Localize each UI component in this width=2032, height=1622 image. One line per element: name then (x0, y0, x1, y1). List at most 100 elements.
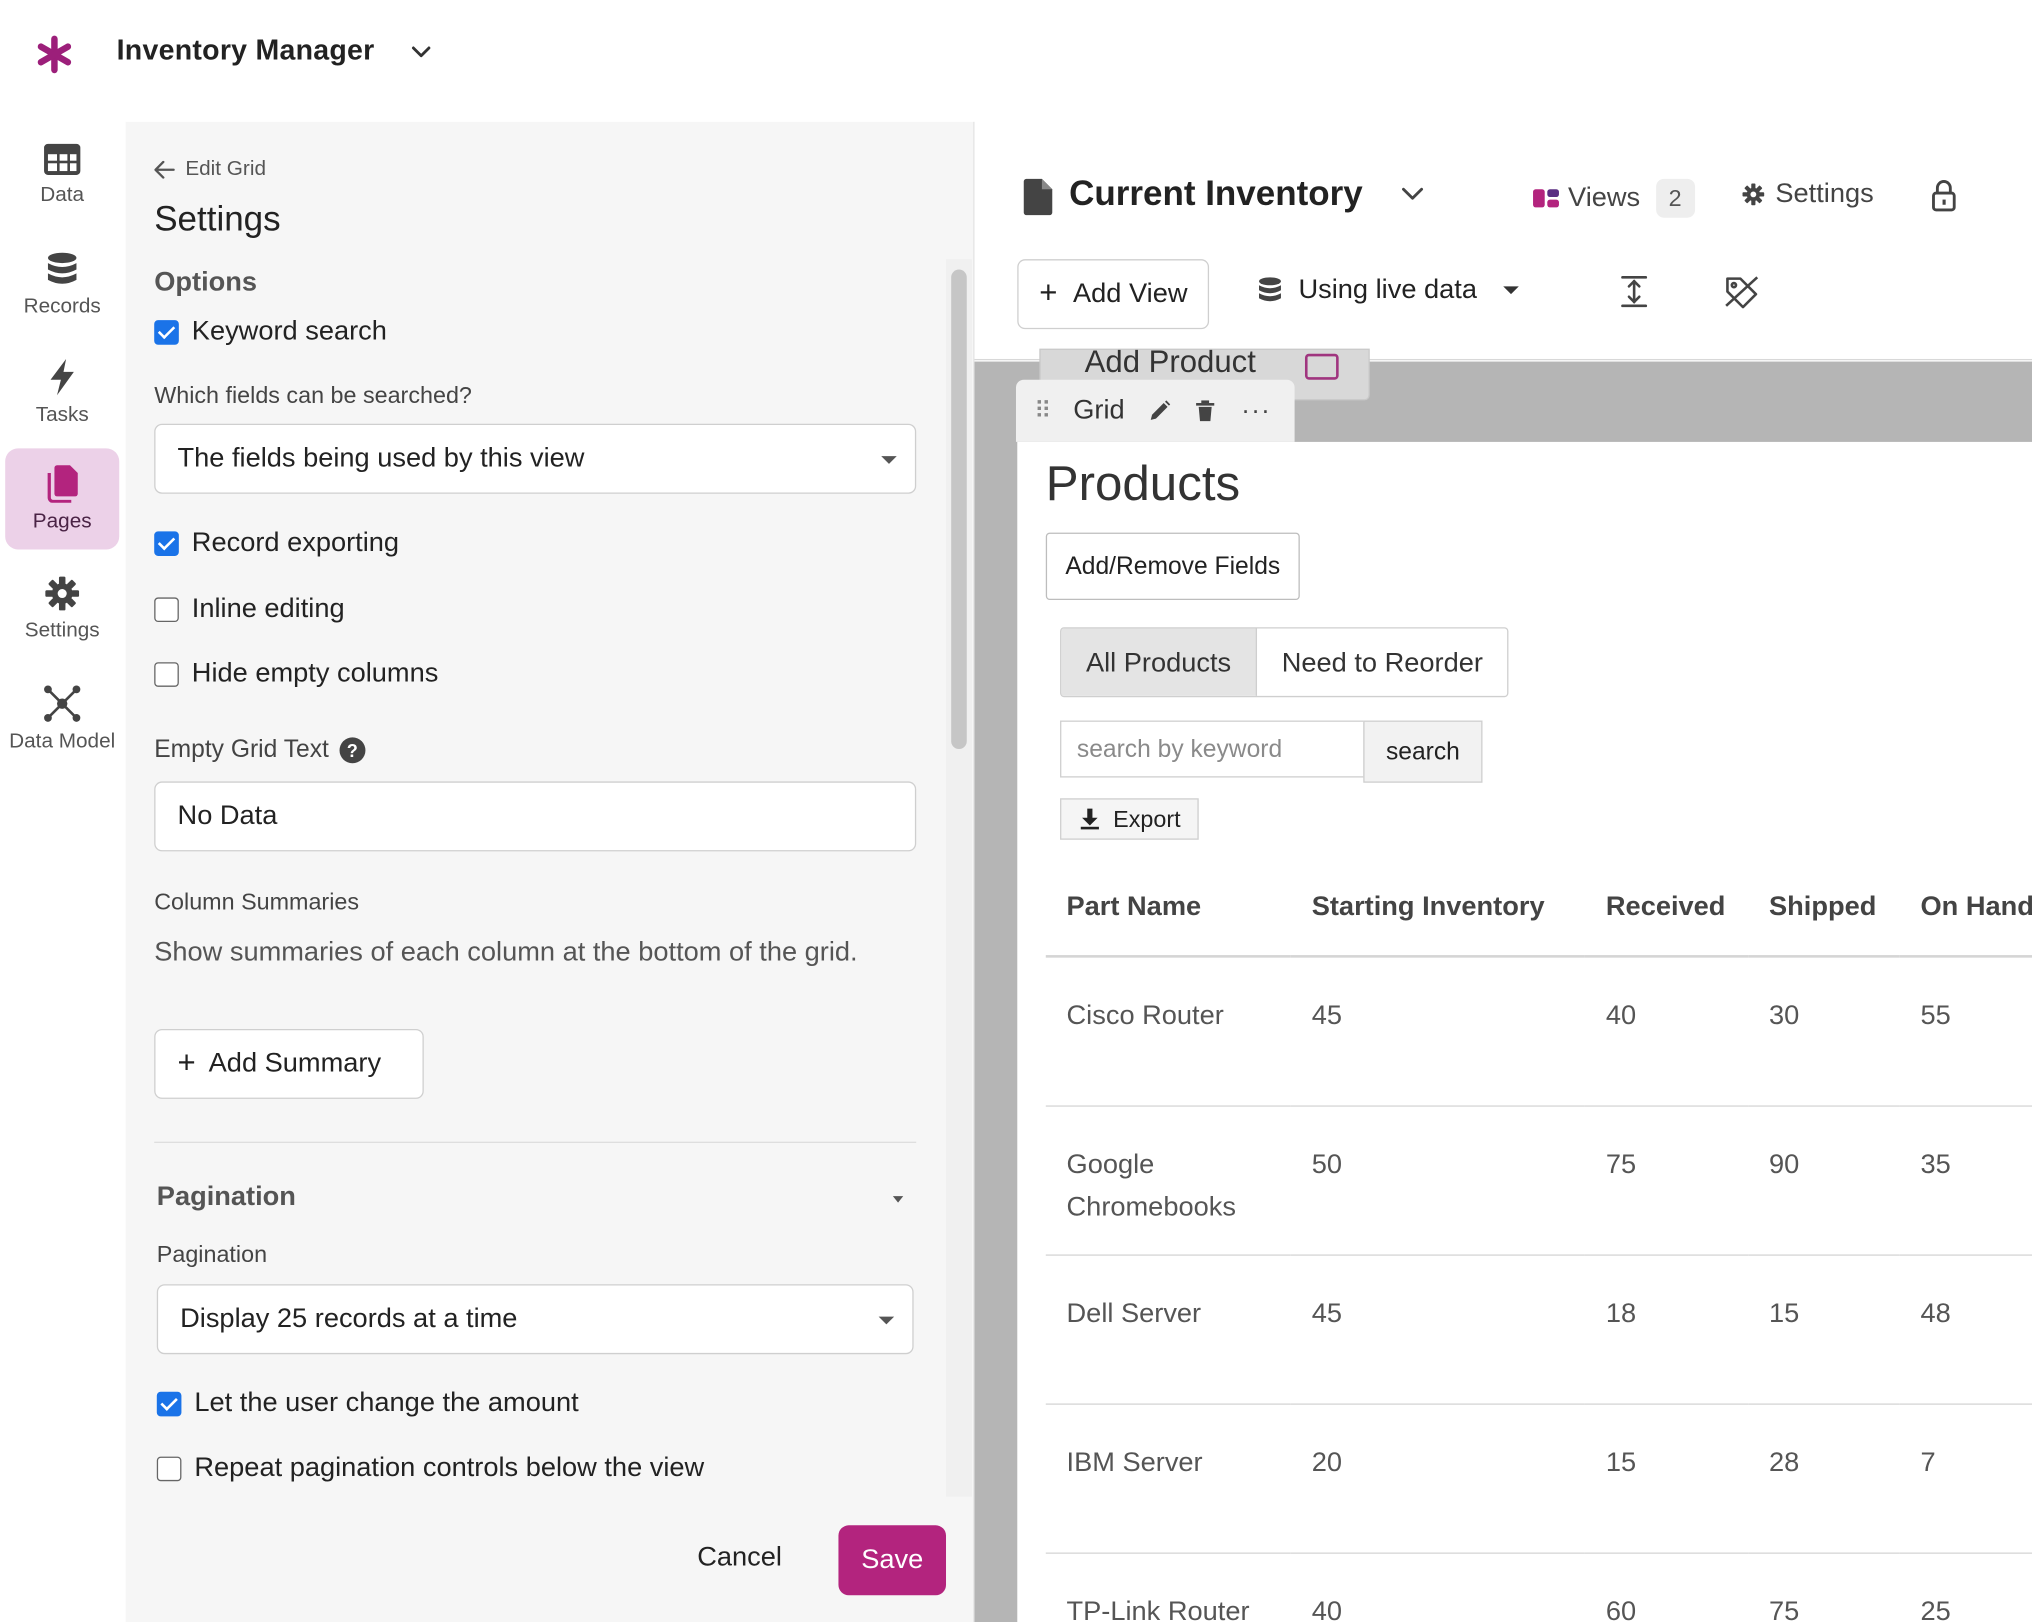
chevron-down-icon[interactable] (1400, 184, 1426, 205)
cell-shipped: 30 (1748, 956, 1900, 1107)
scrollbar-thumb[interactable] (951, 269, 967, 750)
keyword-search-input[interactable]: search by keyword (1060, 720, 1365, 778)
cell-on-hand: 55 (1899, 956, 2032, 1107)
page-settings-button[interactable]: Settings (1742, 179, 1874, 210)
cell-shipped: 75 (1748, 1552, 1900, 1622)
page-title[interactable]: Current Inventory (1069, 173, 1363, 213)
column-header-shipped[interactable]: Shipped (1748, 859, 1900, 958)
let-user-change-option[interactable]: Let the user change the amount (156, 1387, 579, 1419)
column-summaries-description: Show summaries of each column at the bot… (154, 936, 858, 967)
empty-grid-text-input[interactable]: No Data (154, 781, 917, 852)
trash-icon[interactable] (1195, 399, 1216, 422)
drag-handle-icon[interactable]: ⠿ (1034, 397, 1051, 424)
cell-received: 40 (1585, 956, 1749, 1107)
caret-down-icon (1502, 286, 1519, 295)
filter-tab-all-products[interactable]: All Products (1061, 628, 1258, 696)
grid-tab-label: Grid (1073, 395, 1125, 426)
rail-label: Data (40, 184, 85, 207)
searchable-fields-value: The fields being used by this view (177, 443, 585, 474)
caret-down-icon (881, 456, 897, 464)
views-label: Views (1568, 182, 1641, 213)
add-view-button[interactable]: + Add View (1017, 259, 1210, 330)
back-link[interactable]: Edit Grid (154, 158, 266, 181)
rail-item-data-model[interactable]: Data Model (5, 669, 119, 770)
expand-height-icon[interactable] (1620, 275, 1649, 309)
views-button[interactable]: Views 2 (1532, 178, 1695, 218)
add-summary-button[interactable]: + Add Summary (154, 1028, 424, 1099)
let-user-change-checkbox[interactable] (156, 1391, 182, 1416)
inline-editing-checkbox[interactable] (154, 596, 179, 622)
plus-icon: + (1039, 276, 1058, 312)
keyword-search-option[interactable]: Keyword search (154, 316, 387, 347)
cell-starting-inventory: 40 (1290, 1552, 1586, 1622)
repeat-pagination-option[interactable]: Repeat pagination controls below the vie… (156, 1452, 705, 1484)
column-header-starting-inventory[interactable]: Starting Inventory (1290, 859, 1586, 958)
pagination-section-title[interactable]: Pagination (156, 1181, 296, 1212)
live-data-dropdown[interactable]: Using live data (1257, 274, 1519, 306)
fields-label: Which fields can be searched? (154, 382, 472, 409)
cancel-button[interactable]: Cancel (697, 1542, 782, 1572)
save-button[interactable]: Save (838, 1525, 947, 1596)
rail-item-pages[interactable]: Pages (5, 448, 120, 550)
pencil-icon[interactable] (1148, 399, 1171, 422)
add-remove-fields-button[interactable]: Add/Remove Fields (1045, 532, 1300, 601)
record-exporting-option[interactable]: Record exporting (154, 527, 399, 558)
download-icon (1080, 808, 1099, 830)
cell-shipped: 90 (1748, 1105, 1900, 1256)
hide-empty-columns-option[interactable]: Hide empty columns (154, 658, 438, 689)
inline-editing-option[interactable]: Inline editing (154, 593, 345, 625)
main-area: Current Inventory Views 2 Settings + Add… (973, 121, 2032, 1622)
keyword-search-label: Keyword search (191, 316, 387, 347)
views-count-badge: 2 (1655, 178, 1695, 218)
divider (154, 1141, 917, 1143)
pagination-select[interactable]: Display 25 records at a time (156, 1284, 914, 1355)
settings-panel: Edit Grid Settings Options Keyword searc… (125, 121, 974, 1622)
column-header-part-name[interactable]: Part Name (1045, 859, 1291, 958)
search-button[interactable]: search (1363, 720, 1483, 783)
export-label: Export (1113, 805, 1181, 832)
repeat-pagination-label: Repeat pagination controls below the vie… (194, 1452, 705, 1483)
let-user-change-label: Let the user change the amount (194, 1387, 579, 1418)
rail-item-records[interactable]: Records (5, 236, 119, 337)
table-row[interactable]: TP-Link Router 40 60 75 25 (1045, 1552, 2032, 1622)
table-row[interactable]: Dell Server 45 18 15 48 (1045, 1254, 2032, 1405)
bolt-icon (50, 358, 74, 396)
filter-tab-need-to-reorder[interactable]: Need to Reorder (1281, 647, 1483, 678)
grid-view-tab[interactable]: ⠿ Grid ··· (1015, 379, 1295, 442)
table-header-row: Part Name Starting Inventory Received Sh… (1045, 859, 2032, 958)
export-button[interactable]: Export (1060, 798, 1199, 840)
live-data-label: Using live data (1298, 274, 1478, 305)
more-icon[interactable]: ··· (1241, 395, 1272, 425)
table-row[interactable]: Cisco Router 45 40 30 55 (1045, 956, 2032, 1107)
repeat-pagination-checkbox[interactable] (156, 1455, 182, 1481)
column-header-on-hand[interactable]: On Hand (1899, 859, 2032, 958)
cell-on-hand: 48 (1899, 1254, 2032, 1405)
rail-label: Data Model (9, 730, 116, 753)
app-title[interactable]: Inventory Manager (116, 33, 375, 67)
caret-down-icon[interactable] (892, 1196, 904, 1203)
table-row[interactable]: IBM Server 20 15 28 7 (1045, 1403, 2032, 1554)
pagination-label: Pagination (156, 1241, 268, 1268)
keyword-search-checkbox[interactable] (154, 319, 179, 345)
rail-item-settings[interactable]: Settings (5, 560, 119, 661)
chevron-down-icon[interactable] (408, 39, 434, 65)
cell-starting-inventory: 45 (1290, 1254, 1586, 1405)
cell-received: 75 (1585, 1105, 1749, 1256)
searchable-fields-select[interactable]: The fields being used by this view (154, 423, 917, 494)
rail-item-tasks[interactable]: Tasks (5, 342, 119, 443)
record-exporting-checkbox[interactable] (154, 530, 179, 556)
inline-editing-label: Inline editing (191, 593, 345, 624)
left-rail: Data Records Tasks Pages Settings Data M… (0, 121, 126, 1622)
pages-icon (47, 465, 78, 503)
tag-off-icon[interactable] (1724, 275, 1760, 309)
help-icon[interactable]: ? (339, 737, 366, 764)
empty-grid-text-value: No Data (177, 800, 278, 831)
column-header-received[interactable]: Received (1585, 859, 1749, 958)
cell-on-hand: 25 (1899, 1552, 2032, 1622)
lock-icon[interactable] (1931, 179, 1957, 213)
rail-item-data[interactable]: Data (5, 127, 119, 228)
table-row[interactable]: Google Chromebooks 50 75 90 35 (1045, 1105, 2032, 1256)
cell-starting-inventory: 45 (1290, 956, 1586, 1107)
cell-part-name: IBM Server (1045, 1403, 1291, 1554)
hide-empty-columns-checkbox[interactable] (154, 661, 179, 687)
